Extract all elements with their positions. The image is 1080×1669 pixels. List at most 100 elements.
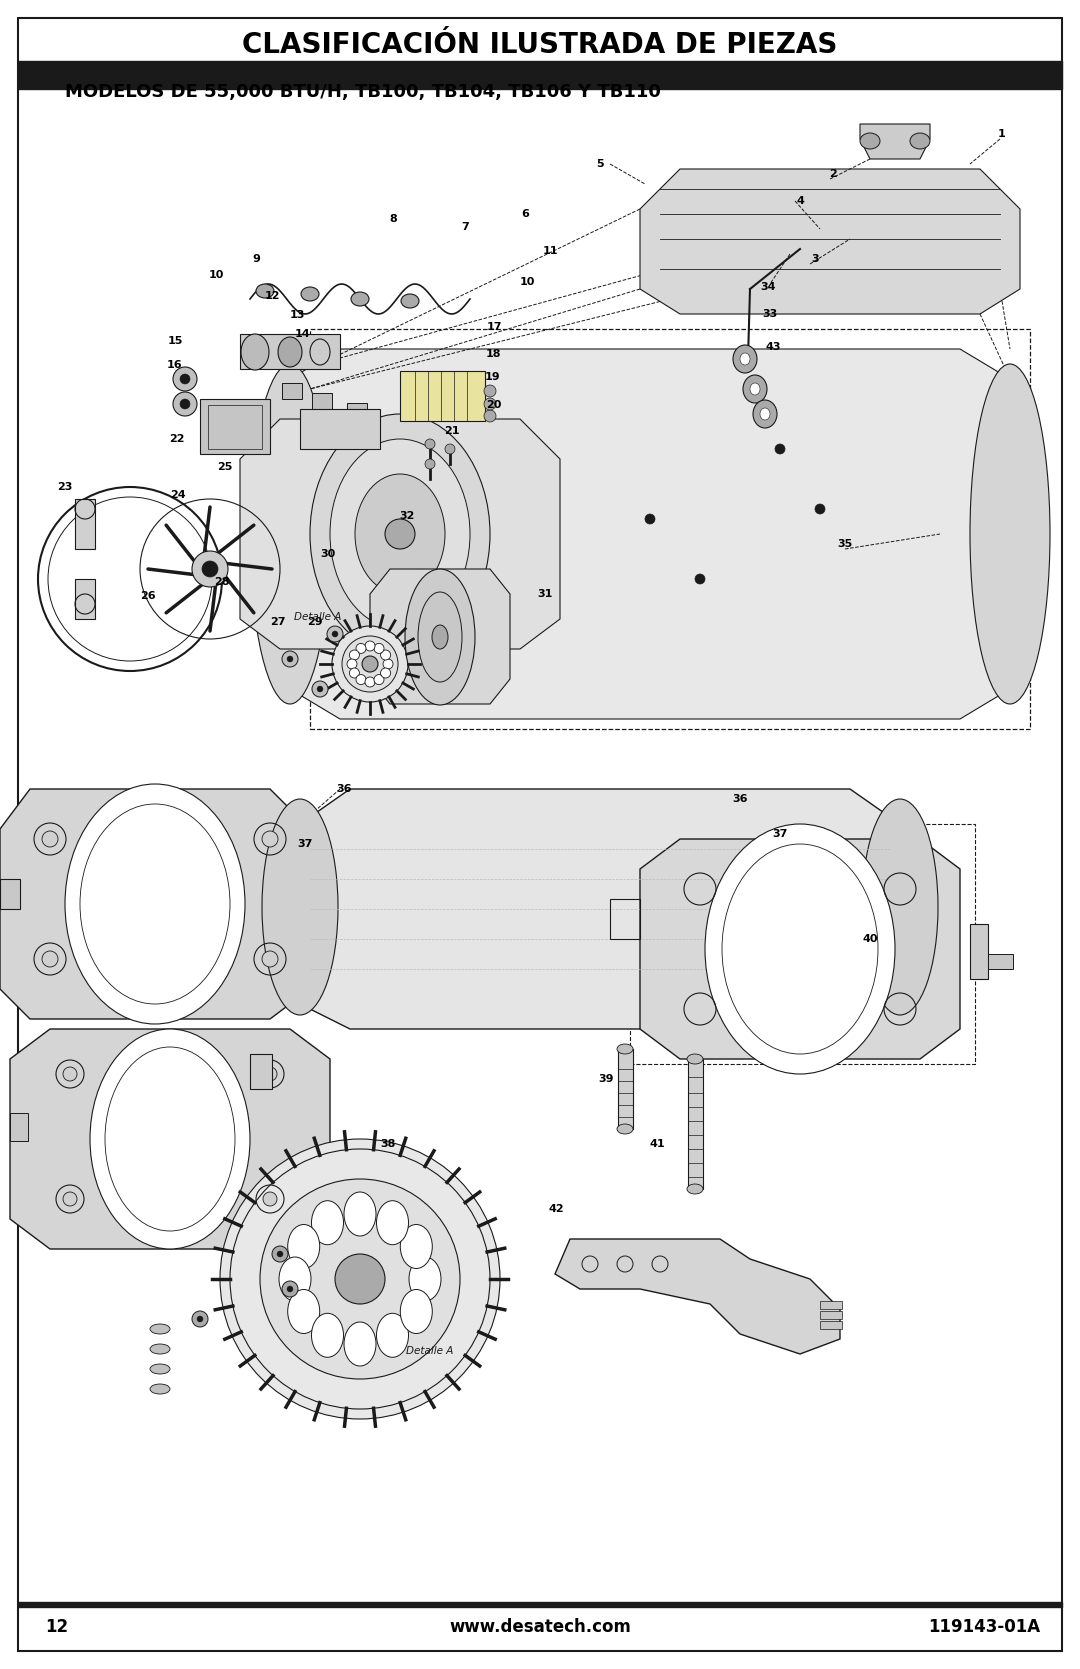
Ellipse shape	[345, 1192, 376, 1237]
Bar	[630, 824, 975, 1065]
Ellipse shape	[645, 514, 654, 524]
Ellipse shape	[740, 354, 750, 366]
Polygon shape	[640, 169, 1020, 314]
Ellipse shape	[401, 294, 419, 309]
Ellipse shape	[282, 651, 298, 668]
Text: 14: 14	[295, 329, 311, 339]
Ellipse shape	[63, 1192, 77, 1207]
Ellipse shape	[374, 674, 384, 684]
Ellipse shape	[282, 1282, 298, 1297]
Text: CLASIFICACIÓN ILUSTRADA DE PIEZAS: CLASIFICACIÓN ILUSTRADA DE PIEZAS	[242, 32, 838, 58]
Bar	[300, 409, 380, 449]
Ellipse shape	[374, 644, 384, 653]
Ellipse shape	[775, 444, 785, 454]
Ellipse shape	[484, 411, 496, 422]
Ellipse shape	[377, 1200, 408, 1245]
Ellipse shape	[401, 1225, 432, 1268]
Text: 10: 10	[519, 277, 535, 287]
Text: 37: 37	[772, 829, 787, 840]
Bar	[820, 1312, 842, 1319]
Text: 15: 15	[167, 335, 183, 345]
Polygon shape	[0, 789, 310, 1020]
Text: 3: 3	[811, 254, 819, 264]
Ellipse shape	[760, 407, 770, 421]
Ellipse shape	[426, 439, 435, 449]
Text: MODELOS DE 55,000 BTU/H, TB100, TB104, TB106 Y TB110: MODELOS DE 55,000 BTU/H, TB100, TB104, T…	[65, 83, 661, 102]
Ellipse shape	[617, 1123, 633, 1133]
Ellipse shape	[249, 364, 330, 704]
Ellipse shape	[262, 951, 278, 966]
Bar	[200, 399, 270, 454]
Text: 35: 35	[837, 539, 852, 549]
Text: 9: 9	[252, 254, 260, 264]
Ellipse shape	[405, 569, 475, 704]
Text: 24: 24	[171, 491, 186, 501]
Text: 32: 32	[400, 511, 415, 521]
Bar	[18, 1602, 1062, 1607]
Ellipse shape	[380, 649, 391, 659]
Ellipse shape	[202, 561, 218, 577]
Text: 27: 27	[270, 618, 286, 628]
Ellipse shape	[401, 1290, 432, 1334]
Text: 38: 38	[380, 1138, 395, 1148]
Ellipse shape	[332, 626, 408, 703]
Ellipse shape	[342, 636, 399, 693]
Polygon shape	[370, 569, 510, 704]
Ellipse shape	[150, 1384, 170, 1394]
Ellipse shape	[426, 459, 435, 469]
Ellipse shape	[197, 1315, 203, 1322]
Ellipse shape	[173, 367, 197, 391]
Ellipse shape	[278, 337, 302, 367]
Text: 1: 1	[998, 129, 1005, 139]
Ellipse shape	[350, 649, 360, 659]
Ellipse shape	[318, 686, 323, 693]
Ellipse shape	[42, 951, 58, 966]
Text: 18: 18	[485, 349, 501, 359]
Bar	[400, 371, 485, 421]
Text: 16: 16	[166, 361, 181, 371]
Ellipse shape	[310, 414, 490, 654]
Bar	[820, 1320, 842, 1329]
Ellipse shape	[815, 504, 825, 514]
Text: 43: 43	[766, 342, 781, 352]
Ellipse shape	[380, 668, 391, 678]
Bar	[988, 955, 1013, 970]
Ellipse shape	[63, 1066, 77, 1082]
Ellipse shape	[150, 1324, 170, 1334]
Ellipse shape	[860, 134, 880, 149]
Bar	[618, 1050, 633, 1128]
Bar	[688, 1060, 703, 1188]
Bar	[10, 1113, 28, 1142]
Polygon shape	[640, 840, 960, 1060]
Ellipse shape	[705, 824, 895, 1073]
Ellipse shape	[180, 374, 190, 384]
Ellipse shape	[687, 1055, 703, 1065]
Ellipse shape	[192, 1312, 208, 1327]
Ellipse shape	[262, 831, 278, 846]
Ellipse shape	[264, 1066, 276, 1082]
Text: 5: 5	[596, 159, 604, 169]
Text: 8: 8	[389, 214, 396, 224]
Bar	[610, 900, 640, 940]
Text: 26: 26	[140, 591, 156, 601]
Text: 17: 17	[486, 322, 502, 332]
Ellipse shape	[173, 392, 197, 416]
Ellipse shape	[276, 1252, 283, 1257]
Ellipse shape	[287, 656, 293, 663]
Text: 37: 37	[297, 840, 313, 850]
Ellipse shape	[65, 784, 245, 1025]
Ellipse shape	[351, 292, 369, 305]
Ellipse shape	[287, 1287, 293, 1292]
Bar	[249, 1055, 272, 1088]
Polygon shape	[291, 349, 1010, 719]
Polygon shape	[555, 1238, 840, 1354]
Text: 36: 36	[732, 794, 747, 804]
Ellipse shape	[356, 644, 366, 653]
Ellipse shape	[432, 624, 448, 649]
Ellipse shape	[272, 1247, 288, 1262]
Ellipse shape	[312, 681, 328, 698]
Ellipse shape	[327, 626, 343, 643]
Text: 39: 39	[598, 1073, 613, 1083]
Ellipse shape	[90, 1030, 249, 1248]
Text: 12: 12	[265, 290, 280, 300]
